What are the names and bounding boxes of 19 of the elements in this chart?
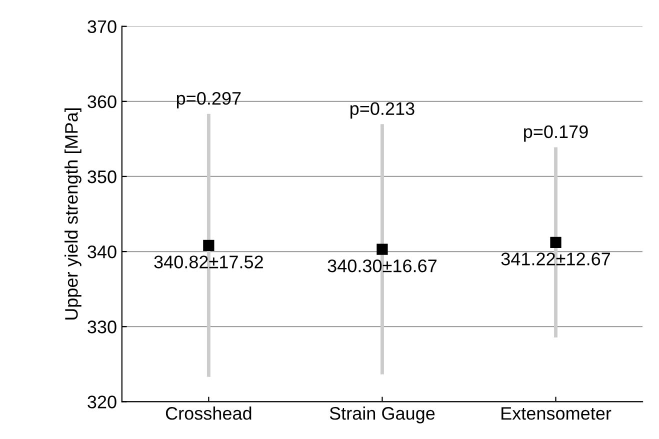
y-tick-label: 340 <box>88 245 116 258</box>
point <box>376 244 388 255</box>
y-tick-label: 330 <box>88 320 116 334</box>
y-tick-label: 320 <box>88 396 116 408</box>
annotation: 341.22±12.67 <box>501 252 610 266</box>
annotation: p=0.213 <box>350 102 414 119</box>
annotation: p=0.179 <box>524 125 588 142</box>
x-tick-label: Extensometer <box>502 407 612 420</box>
y-tick-label: 360 <box>88 95 116 108</box>
point <box>550 236 562 248</box>
y-axis-title: Upper yield strength [MPa] <box>64 108 82 320</box>
x-tick-label: Crosshead <box>166 406 252 420</box>
y-tick-label: 350 <box>88 170 116 184</box>
y-tick-label: 370 <box>88 20 116 34</box>
x-tick-label: Strain Gauge <box>330 406 435 424</box>
annotation: 340.82±17.52 <box>154 256 263 268</box>
annotation: p=0.297 <box>176 92 241 108</box>
point <box>203 240 214 251</box>
annotation: 340.30±16.67 <box>328 259 436 272</box>
